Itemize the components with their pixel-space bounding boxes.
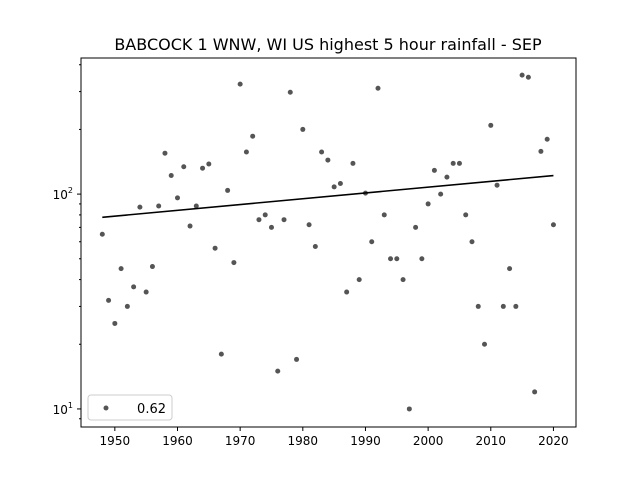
data-point [450, 160, 456, 166]
data-point [419, 256, 425, 262]
data-point [394, 256, 400, 262]
data-point [475, 303, 481, 309]
x-tick-label: 2010 [476, 434, 507, 448]
data-point [532, 389, 538, 395]
data-point [306, 222, 312, 228]
data-point [456, 160, 462, 166]
data-point [550, 222, 556, 228]
data-point [187, 223, 193, 229]
legend-label: 0.62 [137, 402, 166, 417]
data-point [312, 244, 318, 250]
data-point [482, 341, 488, 347]
data-point [181, 164, 187, 170]
data-point [225, 187, 231, 193]
data-point [268, 224, 274, 230]
data-point [256, 217, 262, 223]
data-point [507, 266, 513, 272]
data-point [488, 122, 494, 128]
legend-box [87, 394, 173, 421]
data-point [375, 85, 381, 91]
data-point [319, 149, 325, 155]
legend: 0.62 [87, 394, 173, 421]
data-point [469, 239, 475, 245]
x-tick-label: 1970 [225, 434, 256, 448]
data-point [162, 150, 168, 156]
trend-line [102, 174, 554, 219]
data-point [243, 149, 249, 155]
data-point [193, 203, 199, 209]
data-point [463, 212, 469, 218]
data-point [174, 195, 180, 201]
data-point [344, 289, 350, 295]
data-point [406, 406, 412, 412]
y-tick-label: 101 [53, 401, 73, 417]
data-point [237, 81, 243, 87]
data-point [124, 303, 130, 309]
y-tick-label: 102 [53, 186, 73, 202]
data-point [143, 289, 149, 295]
data-point [156, 203, 162, 209]
data-point [275, 368, 281, 374]
data-point [287, 89, 293, 95]
data-point [400, 277, 406, 283]
legend-marker [103, 405, 109, 411]
x-tick-label: 2000 [413, 434, 444, 448]
data-point [112, 320, 118, 326]
x-tick-label: 2020 [538, 434, 569, 448]
data-point [137, 204, 143, 210]
data-point [131, 284, 137, 290]
x-tick-label: 1950 [100, 434, 131, 448]
data-point [388, 256, 394, 262]
data-point [431, 167, 437, 173]
data-point [356, 277, 362, 283]
data-point [262, 212, 268, 218]
data-point [444, 174, 450, 180]
chart-title: BABCOCK 1 WNW, WI US highest 5 hour rain… [114, 35, 542, 54]
x-tick-label: 1980 [288, 434, 319, 448]
data-point [294, 356, 300, 362]
data-point [200, 165, 206, 171]
data-point [106, 297, 112, 303]
plot-frame [80, 57, 577, 428]
data-point [425, 201, 431, 207]
data-point [337, 181, 343, 187]
data-point [149, 264, 155, 270]
data-point [99, 231, 105, 237]
data-point [525, 74, 531, 80]
data-point [231, 260, 237, 266]
data-point [218, 351, 224, 357]
data-point [519, 72, 525, 78]
data-point [494, 182, 500, 188]
data-point [206, 161, 212, 167]
data-point [325, 157, 331, 163]
data-point [513, 303, 519, 309]
data-point [381, 212, 387, 218]
data-point [281, 217, 287, 223]
data-point [300, 126, 306, 132]
data-point [331, 184, 337, 190]
data-point [500, 303, 506, 309]
data-point [168, 173, 174, 179]
data-point [538, 148, 544, 154]
data-point [369, 239, 375, 245]
data-point [250, 133, 256, 139]
data-point [350, 160, 356, 166]
data-point [118, 266, 124, 272]
data-point [413, 224, 419, 230]
x-tick-label: 1960 [162, 434, 193, 448]
data-point [544, 136, 550, 142]
x-tick-label: 1990 [350, 434, 381, 448]
data-point [438, 191, 444, 197]
data-point [212, 245, 218, 251]
